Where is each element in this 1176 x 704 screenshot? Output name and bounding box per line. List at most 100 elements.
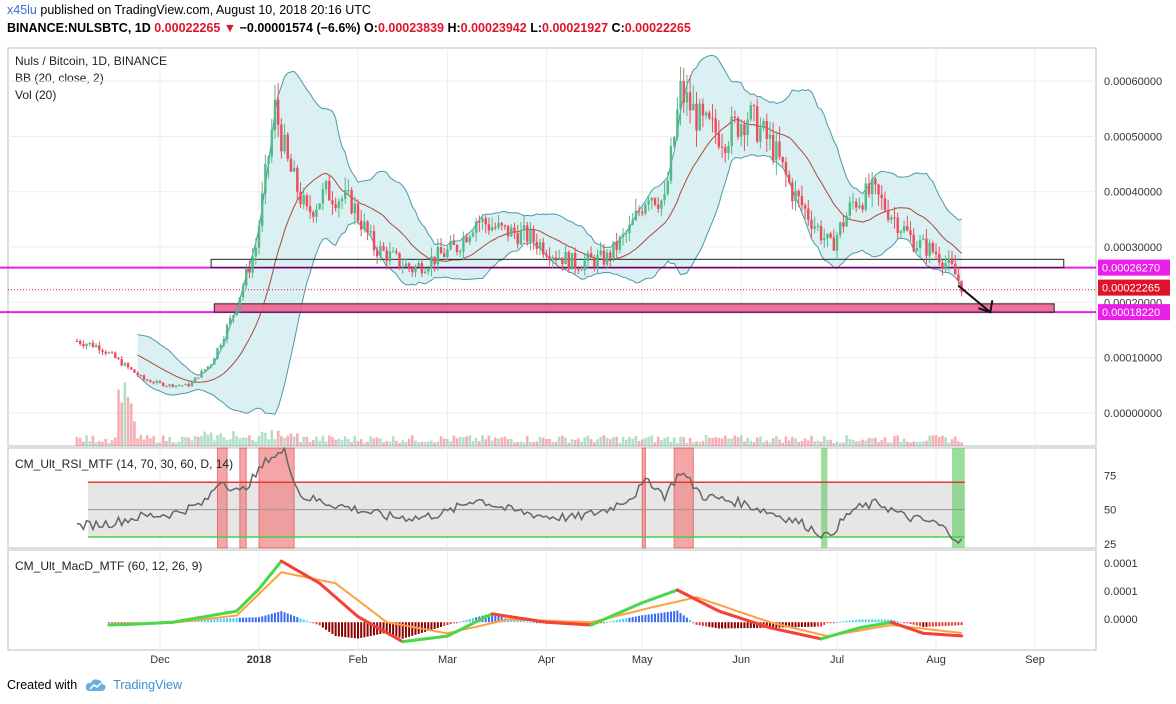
macd-histogram-bar bbox=[721, 622, 724, 629]
tradingview-link[interactable]: TradingView bbox=[113, 678, 182, 692]
volume-bar bbox=[158, 442, 162, 446]
volume-bar bbox=[829, 439, 832, 446]
candle bbox=[241, 282, 245, 301]
macd-histogram-bar bbox=[826, 622, 829, 624]
candle bbox=[324, 179, 328, 195]
macd-histogram-bar bbox=[724, 622, 727, 629]
volume-bar bbox=[640, 439, 644, 446]
candle bbox=[497, 214, 500, 230]
candle bbox=[634, 198, 638, 222]
macd-histogram-bar bbox=[673, 611, 676, 623]
macd-histogram-bar bbox=[254, 617, 257, 623]
volume-bar bbox=[624, 439, 628, 446]
rsi-indicator-title: CM_Ult_RSI_MTF (14, 70, 30, 60, D, 14) bbox=[15, 457, 233, 471]
candle bbox=[366, 220, 369, 241]
volume-bar bbox=[775, 436, 778, 446]
candle bbox=[75, 338, 79, 342]
rsi-tick-label: 50 bbox=[1104, 505, 1116, 517]
macd-histogram-bar bbox=[289, 614, 292, 623]
volume-bar bbox=[257, 435, 261, 446]
macd-histogram-bar bbox=[535, 622, 538, 624]
low-label: L: bbox=[530, 21, 543, 35]
volume-bar bbox=[567, 442, 571, 446]
macd-histogram-bar bbox=[516, 620, 519, 623]
macd-histogram-bar bbox=[245, 617, 248, 623]
volume-bar bbox=[902, 438, 906, 446]
macd-histogram-bar bbox=[392, 622, 395, 636]
volume-bar bbox=[388, 441, 392, 446]
candle bbox=[398, 252, 401, 270]
candle bbox=[171, 383, 174, 388]
macd-histogram-bar bbox=[650, 614, 653, 623]
volume-bar bbox=[851, 440, 855, 446]
candle bbox=[877, 183, 880, 207]
arrow-head-icon bbox=[978, 300, 994, 314]
candle bbox=[625, 229, 628, 243]
macd-histogram-bar bbox=[200, 619, 203, 623]
volume-bar bbox=[858, 441, 861, 446]
candle bbox=[564, 245, 567, 265]
candle bbox=[385, 246, 388, 270]
macd-histogram-bar bbox=[654, 613, 656, 623]
candle bbox=[264, 154, 267, 205]
volume-bar bbox=[727, 438, 730, 446]
volume-bar bbox=[238, 438, 242, 446]
macd-histogram-bar bbox=[852, 620, 854, 623]
candle bbox=[685, 74, 689, 116]
volume-bar bbox=[254, 441, 258, 446]
volume-bar bbox=[110, 440, 114, 446]
macd-histogram-bar bbox=[232, 617, 235, 623]
macd-histogram-bar bbox=[334, 622, 337, 637]
candle bbox=[439, 238, 443, 254]
macd-histogram-bar bbox=[938, 622, 941, 627]
volume-bar bbox=[165, 441, 168, 446]
candle bbox=[724, 143, 727, 163]
macd-histogram-bar bbox=[114, 622, 117, 624]
volume-bar bbox=[442, 438, 446, 446]
volume-bar bbox=[318, 440, 321, 446]
candle bbox=[315, 204, 318, 223]
candle bbox=[832, 229, 836, 251]
macd-histogram-bar bbox=[823, 622, 826, 625]
candle bbox=[906, 215, 909, 232]
macd-histogram-bar bbox=[446, 622, 449, 625]
volume-bar bbox=[209, 432, 213, 446]
volume-bar bbox=[417, 442, 420, 446]
volume-bar bbox=[474, 437, 478, 446]
high-label: H: bbox=[447, 21, 461, 35]
volume-bar bbox=[605, 438, 609, 446]
volume-bar bbox=[455, 438, 459, 446]
macd-histogram-bar bbox=[855, 619, 858, 623]
volume-bar bbox=[401, 440, 405, 446]
macd-histogram-bar bbox=[337, 622, 340, 637]
macd-histogram-bar bbox=[765, 622, 768, 628]
candle bbox=[561, 257, 564, 271]
volume-bar bbox=[187, 437, 191, 446]
volume-bar bbox=[120, 402, 123, 446]
volume-bar bbox=[212, 440, 216, 446]
author-name[interactable]: x45lu bbox=[7, 3, 37, 17]
candle bbox=[146, 378, 149, 382]
macd-histogram-bar bbox=[388, 622, 391, 634]
candle bbox=[794, 180, 797, 211]
macd-histogram-bar bbox=[235, 617, 238, 623]
volume-bar bbox=[363, 442, 366, 446]
volume-bar bbox=[634, 435, 638, 446]
macd-histogram-bar bbox=[366, 622, 369, 637]
y-tick-label: 0.00050000 bbox=[1104, 131, 1162, 143]
volume-bar bbox=[503, 436, 507, 446]
volume-bar bbox=[343, 436, 347, 446]
candle bbox=[810, 210, 813, 239]
volume-bar bbox=[228, 439, 232, 446]
macd-histogram-bar bbox=[711, 622, 714, 628]
last-price: 0.00022265 bbox=[154, 21, 221, 35]
candle bbox=[289, 154, 293, 172]
macd-histogram-bar bbox=[494, 614, 497, 623]
publish-info: x45lu published on TradingView.com, Augu… bbox=[7, 3, 371, 17]
candle bbox=[91, 340, 95, 348]
price-axis-label: 0.00018220 bbox=[1098, 304, 1170, 321]
volume-bar bbox=[589, 439, 593, 446]
candle bbox=[609, 249, 612, 268]
low-value: 0.00021927 bbox=[542, 21, 609, 35]
